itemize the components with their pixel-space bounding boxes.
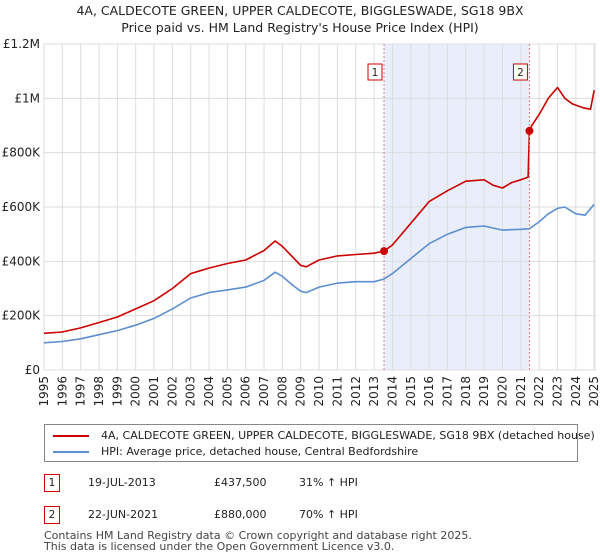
sale-number-label: 2: [517, 67, 524, 79]
y-tick-label: £200K: [2, 309, 42, 323]
sale-number-box: [512, 63, 528, 81]
y-tick-label: £400K: [2, 254, 42, 268]
x-tick-label: 2010: [312, 376, 326, 407]
y-tick-label: £1M: [14, 91, 40, 105]
x-tick-label: 1996: [55, 376, 69, 407]
x-tick-label: 2001: [147, 376, 161, 407]
x-tick-label: 2015: [404, 376, 418, 407]
y-tick-label: £1.2M: [3, 37, 40, 51]
sale-date: 19-JUL-2013: [88, 476, 156, 489]
x-tick-label: 2019: [477, 376, 491, 407]
x-tick-label: 2002: [165, 376, 179, 407]
x-tick-label: 2014: [385, 376, 399, 407]
legend: 4A, CALDECOTE GREEN, UPPER CALDECOTE, BI…: [44, 424, 595, 462]
x-tick-label: 2018: [459, 376, 473, 407]
sale-row: 1 19-JUL-2013 £437,500 31% ↑ HPI: [44, 474, 584, 492]
price-chart: £0 £200K £400K £600K £800K £1M £1.2M 1995 1996 19…: [2, 37, 600, 407]
x-tick-label: 2007: [257, 376, 271, 407]
x-tick-label: 2006: [239, 376, 253, 407]
sale-number-box: [367, 63, 383, 81]
y-tick-label: £800K: [2, 146, 42, 160]
hpi-line: [43, 203, 595, 344]
footer-licence: This data is licensed under the Open Gov…: [44, 540, 395, 553]
x-tick-label: 2020: [495, 376, 509, 407]
sale-marker-box: 1: [44, 474, 60, 492]
property-price-line: [43, 86, 595, 335]
chart-title: 4A, CALDECOTE GREEN, UPPER CALDECOTE, BI…: [76, 3, 524, 18]
legend-label-property: 4A, CALDECOTE GREEN, UPPER CALDECOTE, BI…: [101, 429, 595, 442]
sale-date: 22-JUN-2021: [88, 508, 159, 521]
sale-hpi-change: 31% ↑ HPI: [299, 476, 358, 489]
x-tick-label: 1995: [37, 376, 51, 407]
sale-price: £880,000: [214, 508, 267, 521]
x-tick-label: 2013: [367, 376, 381, 407]
x-tick-label: 2008: [275, 376, 289, 407]
sale-hpi-change: 70% ↑ HPI: [299, 508, 358, 521]
footer-copyright: Contains HM Land Registry data © Crown c…: [44, 529, 472, 542]
x-tick-label: 2000: [129, 376, 143, 407]
x-tick-label: 2012: [349, 376, 363, 407]
sale-price: £437,500: [214, 476, 267, 489]
sale-marker-box: 2: [44, 506, 60, 524]
x-tick-label: 2009: [294, 376, 308, 407]
footer: Contains HM Land Registry data © Crown c…: [44, 530, 472, 552]
x-tick-label: 2017: [440, 376, 454, 407]
x-tick-label: 1999: [110, 376, 124, 407]
x-tick-label: 2016: [422, 376, 436, 407]
legend-swatch-property: [53, 435, 89, 437]
chart-subtitle: Price paid vs. HM Land Registry's House …: [121, 20, 479, 35]
x-tick-label: 2005: [220, 376, 234, 407]
sale-number-label: 1: [372, 67, 379, 79]
legend-swatch-hpi: [53, 451, 89, 453]
x-tick-label: 2023: [550, 376, 564, 407]
legend-label-hpi: HPI: Average price, detached house, Cent…: [101, 445, 419, 458]
y-tick-label: £0: [25, 363, 40, 377]
legend-item-property: 4A, CALDECOTE GREEN, UPPER CALDECOTE, BI…: [53, 428, 595, 444]
sale-point: [380, 247, 389, 256]
x-tick-label: 2022: [532, 376, 546, 407]
x-tick-label: 1997: [74, 376, 88, 407]
x-tick-label: 2024: [569, 376, 583, 407]
x-tick-label: 2025: [587, 376, 600, 407]
x-tick-label: 2004: [202, 376, 216, 407]
y-tick-label: £600K: [2, 200, 42, 214]
x-tick-label: 2011: [330, 376, 344, 407]
sale-point: [525, 126, 534, 135]
legend-item-hpi: HPI: Average price, detached house, Cent…: [53, 444, 418, 460]
sale-row: 2 22-JUN-2021 £880,000 70% ↑ HPI: [44, 506, 584, 524]
x-tick-label: 2021: [514, 376, 528, 407]
x-tick-label: 2003: [184, 376, 198, 407]
x-tick-label: 1998: [92, 376, 106, 407]
